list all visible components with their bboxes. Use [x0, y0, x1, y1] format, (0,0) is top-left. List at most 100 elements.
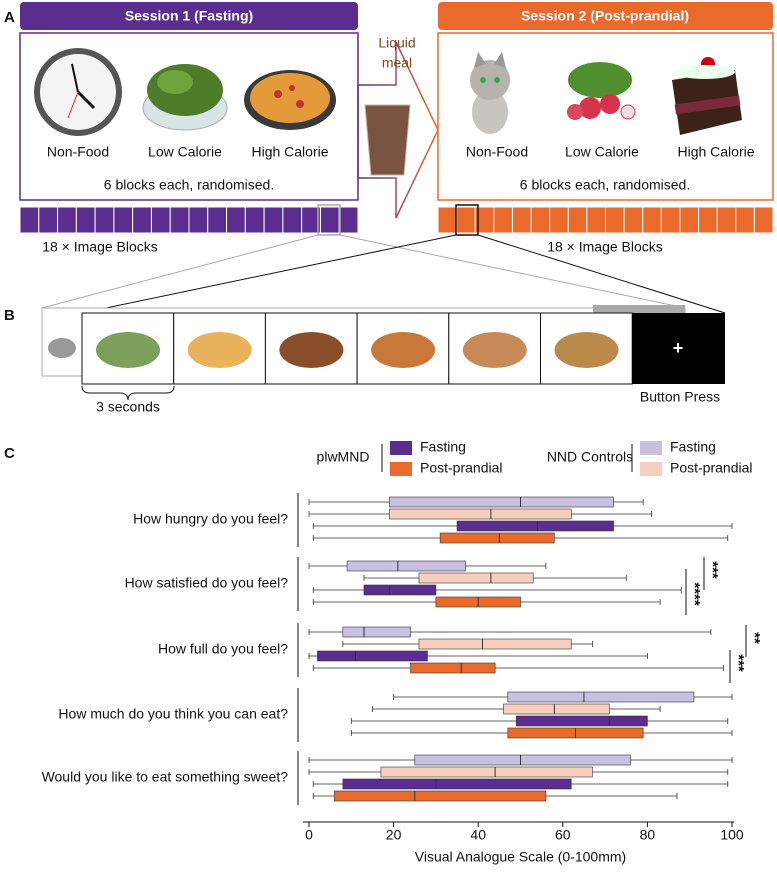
- block: [642, 206, 662, 234]
- x-axis-title: Visual Analogue Scale (0-100mm): [415, 849, 626, 865]
- block: [511, 206, 532, 234]
- block: [623, 206, 644, 234]
- category-label: Would you like to eat something sweet?: [42, 769, 289, 785]
- block: [493, 206, 513, 234]
- box: [414, 754, 631, 766]
- block-strip: [19, 206, 359, 234]
- food-image: [554, 332, 619, 368]
- box: [317, 650, 428, 662]
- block: [679, 206, 700, 234]
- sig-label: ****: [686, 582, 703, 606]
- block: [735, 206, 755, 234]
- duration-brace: [81, 385, 175, 401]
- end-label: Button Press: [640, 389, 720, 405]
- transition-arrow: [357, 41, 439, 219]
- food-image: [371, 332, 436, 368]
- duration-label: 3 seconds: [96, 399, 160, 415]
- back-fixation: [593, 305, 685, 313]
- session-title: Session 1 (Fasting): [125, 8, 253, 24]
- block: [244, 206, 265, 234]
- legend-heading: NND Controls: [547, 449, 633, 465]
- box: [342, 778, 572, 790]
- mouse-image: [48, 338, 76, 358]
- zoom-line: [477, 234, 726, 314]
- box: [410, 662, 496, 674]
- box: [418, 572, 534, 584]
- cake-image: [672, 57, 742, 135]
- highlight-block: [455, 204, 479, 236]
- panel-label: A: [4, 9, 15, 26]
- block: [282, 206, 303, 234]
- zoom-line: [81, 234, 457, 314]
- note: 6 blocks each, randomised.: [520, 177, 690, 193]
- sig-label: ***: [730, 654, 747, 672]
- legend-label: Fasting: [670, 439, 716, 455]
- box: [515, 715, 648, 727]
- category-label: How much do you think you can eat?: [58, 706, 288, 722]
- block-strip: [437, 206, 774, 234]
- highlight-block: [317, 204, 341, 236]
- category-label: Non-Food: [47, 144, 109, 160]
- category-label: Non-Food: [466, 144, 528, 160]
- food-image: [96, 332, 160, 368]
- category-label: How hungry do you feel?: [133, 511, 288, 527]
- block: [169, 206, 190, 234]
- legend-label: Fasting: [420, 439, 466, 455]
- legend-heading: plwMND: [317, 449, 370, 465]
- category-label: High Calorie: [677, 144, 754, 160]
- box: [389, 496, 614, 508]
- box: [456, 520, 614, 532]
- block: [753, 206, 774, 234]
- box: [363, 584, 437, 596]
- box: [346, 560, 466, 572]
- block: [660, 206, 681, 234]
- block: [716, 206, 737, 234]
- block: [188, 206, 209, 234]
- meal-label: Liquid: [378, 35, 415, 51]
- session-header: [20, 2, 358, 30]
- legend-swatch: [390, 462, 412, 476]
- zoom-line: [41, 234, 319, 309]
- x-tick-label: 20: [386, 827, 402, 843]
- blocks-label: 18 × Image Blocks: [42, 239, 158, 255]
- category-label: Low Calorie: [148, 144, 222, 160]
- meal-label: meal: [382, 55, 412, 71]
- blocks-label: 18 × Image Blocks: [547, 239, 663, 255]
- x-tick-label: 40: [470, 827, 486, 843]
- block: [549, 206, 569, 234]
- block: [586, 206, 607, 234]
- block: [226, 206, 246, 234]
- salad-image: [142, 64, 228, 131]
- legend-swatch: [640, 441, 662, 455]
- block: [19, 206, 40, 234]
- category-label: How full do you feel?: [158, 641, 288, 657]
- legend-label: Post-prandial: [670, 460, 753, 476]
- block: [319, 206, 340, 234]
- legend-label: Post-prandial: [420, 460, 503, 476]
- block: [113, 206, 134, 234]
- block: [567, 206, 588, 234]
- block: [437, 206, 458, 234]
- block: [207, 206, 228, 234]
- category-label: High Calorie: [251, 144, 328, 160]
- x-tick-label: 60: [555, 827, 571, 843]
- box: [503, 703, 610, 715]
- x-tick-label: 0: [305, 827, 313, 843]
- category-label: Low Calorie: [565, 144, 639, 160]
- x-tick-label: 100: [720, 827, 744, 843]
- cup-image: [364, 104, 411, 176]
- box: [380, 766, 593, 778]
- block: [263, 206, 284, 234]
- box: [439, 532, 555, 544]
- block: [75, 206, 96, 234]
- x-tick-label: 80: [640, 827, 656, 843]
- session-header: [438, 2, 773, 30]
- food-image: [279, 332, 344, 368]
- block: [38, 206, 59, 234]
- legend-swatch: [640, 462, 662, 476]
- block: [456, 206, 476, 234]
- clock-image: [34, 48, 122, 136]
- sig-label: ***: [704, 561, 721, 579]
- kitten-image: [470, 52, 510, 134]
